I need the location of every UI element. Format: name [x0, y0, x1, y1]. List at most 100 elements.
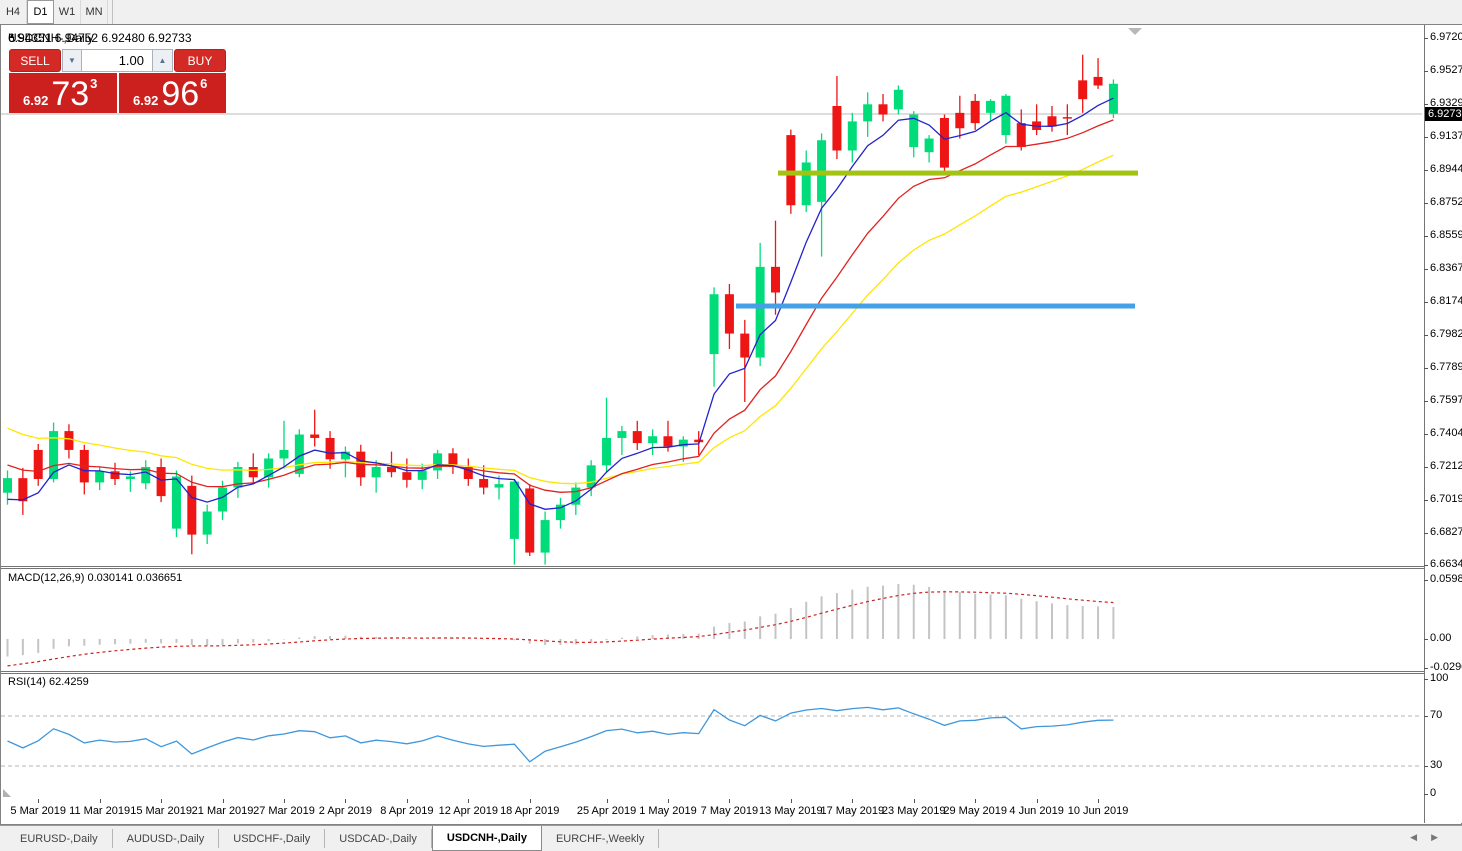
sell-price-big: 73: [51, 75, 90, 113]
volume-decrease-button[interactable]: ▼: [62, 49, 82, 72]
period-tab-mn[interactable]: MN: [81, 0, 108, 24]
date-tick: [1036, 799, 1038, 803]
tab-scroll-arrows[interactable]: ◀▶: [1410, 832, 1452, 842]
axis-tick: [1424, 70, 1428, 72]
buy-price-small: 6.92: [133, 93, 159, 108]
sell-button[interactable]: SELL: [9, 49, 61, 72]
symbol-label: USDCNH-,Daily: [8, 31, 94, 45]
date-tick: [468, 799, 470, 803]
axis-tick: [1424, 203, 1428, 205]
chart-window: ▲ USDCNH-,Daily 6.94351 6.94752 6.92480 …: [0, 24, 1462, 825]
price-label: 6.97200: [1430, 30, 1462, 43]
price-label: 6.83670: [1430, 262, 1462, 275]
buy-button[interactable]: BUY: [174, 49, 226, 72]
date-tick: [345, 799, 347, 803]
period-tabs: H4 D1 W1 MN: [0, 0, 108, 24]
date-tick: [99, 799, 101, 803]
date-tick: [975, 799, 977, 803]
macd-axis-label: 0.00: [1430, 632, 1452, 644]
price-label: 6.81745: [1430, 295, 1462, 307]
date-tick: [406, 799, 408, 803]
price-label: 6.89445: [1430, 163, 1462, 176]
collapse-quote-icon[interactable]: ▲: [8, 31, 16, 40]
price-label: 6.70195: [1430, 492, 1462, 505]
volume-input[interactable]: [82, 49, 153, 72]
date-label: 11 Mar 2019: [69, 805, 131, 817]
axis-tick: [1424, 794, 1428, 795]
rsi-axis-label: 100: [1430, 671, 1449, 684]
price-label: 6.85595: [1430, 229, 1462, 242]
price-label: 6.75970: [1430, 393, 1462, 406]
sell-price-panel[interactable]: 6.92 73 3: [9, 73, 117, 113]
axis-tick: [1424, 334, 1428, 336]
axis-tick: [1424, 639, 1428, 640]
axis-tick: [1424, 236, 1428, 238]
main-chart-canvas[interactable]: [1, 29, 1424, 566]
price-label: 6.74045: [1430, 426, 1462, 439]
axis-tick: [1424, 37, 1428, 39]
chart-tab-audusddaily[interactable]: AUDUSD-,Daily: [113, 829, 220, 848]
current-price-tag: 6.92733: [1425, 107, 1462, 121]
price-label: 6.72120: [1430, 459, 1462, 472]
date-tick: [283, 799, 285, 803]
chart-shift-marker-icon[interactable]: [1128, 28, 1142, 35]
axis-tick: [1424, 466, 1428, 468]
axis-tick: [1424, 532, 1428, 534]
date-label: 13 May 2019: [759, 805, 823, 817]
rsi-canvas[interactable]: [1, 674, 1424, 799]
date-tick: [529, 799, 531, 803]
date-tick: [913, 799, 915, 803]
chart-tab-bar: EURUSD-,Daily AUDUSD-,Daily USDCHF-,Daily U…: [0, 825, 1462, 851]
period-tab-d1[interactable]: D1: [27, 0, 54, 24]
period-tab-w1[interactable]: W1: [54, 0, 81, 24]
date-label: 18 Apr 2019: [500, 805, 560, 817]
axis-tick: [1424, 400, 1428, 402]
axis-tick: [1424, 667, 1428, 669]
macd-axis-label: 0.0598: [1430, 572, 1462, 585]
date-tick: [606, 799, 608, 803]
date-tick: [1098, 799, 1100, 803]
period-toolbar: H4 D1 W1 MN: [0, 0, 1462, 24]
chart-tab-usdcnhdaily[interactable]: USDCNH-,Daily: [431, 826, 542, 851]
date-label: 17 May 2019: [820, 805, 885, 817]
panel-splitter[interactable]: [1, 671, 1462, 674]
date-tick: [222, 799, 224, 803]
rsi-label: RSI(14) 62.4259: [8, 676, 89, 688]
date-label: 7 May 2019: [700, 805, 759, 817]
date-label: 2 Apr 2019: [318, 805, 373, 817]
buy-price-panel[interactable]: 6.92 96 6: [119, 73, 226, 113]
price-axis[interactable]: [1424, 25, 1462, 823]
axis-tick: [1424, 678, 1428, 680]
chart-tab-eurchfweekly[interactable]: EURCHF-,Weekly: [542, 829, 660, 848]
date-label: 10 Jun 2019: [1067, 805, 1129, 817]
date-tick: [790, 799, 792, 803]
price-label: 6.93295: [1430, 97, 1462, 110]
chart-tab-eurusddaily[interactable]: EURUSD-,Daily: [6, 829, 113, 848]
date-tick: [852, 799, 854, 803]
price-label: 6.66345: [1430, 558, 1462, 571]
date-tick: [729, 799, 731, 803]
date-label: 23 May 2019: [881, 805, 946, 817]
axis-tick: [1424, 433, 1428, 435]
price-label: 6.87520: [1430, 196, 1462, 209]
axis-tick: [1424, 137, 1428, 139]
macd-canvas[interactable]: [1, 569, 1424, 671]
period-tab-h4[interactable]: H4: [0, 0, 27, 24]
date-label: 27 Mar 2019: [253, 805, 315, 817]
price-label: 6.79820: [1430, 327, 1462, 340]
buy-price-sup: 6: [200, 76, 208, 91]
chart-tab-usdchfdaily[interactable]: USDCHF-,Daily: [219, 829, 326, 848]
axis-tick: [1424, 302, 1428, 303]
date-tick: [38, 799, 40, 803]
rsi-axis-label: 0: [1430, 787, 1437, 799]
date-label: 5 Mar 2019: [10, 805, 67, 817]
toolbar-divider: [112, 0, 113, 24]
axis-tick: [1424, 170, 1428, 172]
macd-axis-label: -0.029049: [1430, 660, 1462, 673]
chart-tab-usdcaddaily[interactable]: USDCAD-,Daily: [325, 829, 432, 848]
date-label: 1 May 2019: [639, 805, 697, 817]
axis-tick: [1424, 716, 1428, 717]
subwindow-grip-icon: [3, 789, 11, 797]
volume-increase-button[interactable]: ▲: [153, 49, 173, 72]
panel-splitter[interactable]: [1, 566, 1462, 569]
